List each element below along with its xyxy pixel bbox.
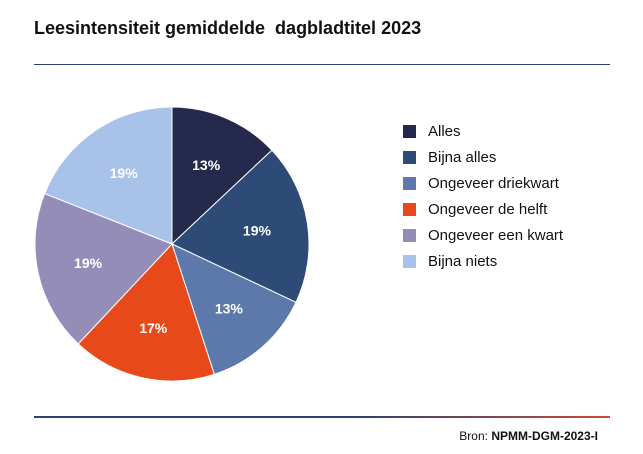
pie-chart: 13% 19% 13% 17% 19% 19%	[34, 106, 310, 382]
bottom-divider	[34, 416, 610, 418]
pie-slice-2	[171, 149, 310, 303]
pie-slice-3	[171, 243, 297, 375]
slice-label-2: 19%	[243, 223, 272, 239]
legend-swatch	[403, 254, 416, 268]
legend-label: Ongeveer een kwart	[428, 226, 564, 244]
legend-swatch	[403, 150, 416, 164]
legend-label: Bijna alles	[428, 148, 497, 166]
legend-swatch	[403, 202, 416, 216]
source-note: Bron: NPMM-DGM-2023-I	[459, 429, 598, 443]
legend-label: Bijna niets	[428, 252, 498, 270]
legend-swatch	[403, 228, 416, 242]
legend-label: Alles	[428, 122, 461, 140]
legend-item-1: Alles	[403, 118, 563, 144]
legend-swatch	[403, 176, 416, 190]
slice-label-3: 13%	[215, 301, 244, 317]
legend-label: Ongeveer driekwart	[428, 174, 559, 192]
pie-slice-1	[171, 106, 273, 246]
top-divider	[34, 64, 610, 65]
legend-item-6: Bijna niets	[403, 248, 563, 274]
legend-label: Ongeveer de helft	[428, 200, 548, 218]
legend-item-4: Ongeveer de helft	[403, 196, 563, 222]
pie-slice-6	[43, 106, 173, 245]
slice-label-5: 19%	[74, 255, 103, 271]
slice-label-1: 13%	[192, 157, 221, 173]
slice-label-6: 19%	[110, 165, 139, 181]
legend-item-5: Ongeveer een kwart	[403, 222, 563, 248]
chart-title: Leesintensiteit gemiddelde dagbladtitel …	[34, 18, 422, 38]
pie-slice-5	[34, 192, 173, 345]
pie-slice-4	[77, 243, 215, 382]
legend-swatch	[403, 124, 416, 138]
source-value: NPMM-DGM-2023-I	[491, 429, 598, 443]
legend: Alles Bijna alles Ongeveer driekwart Ongeve…	[403, 118, 563, 274]
legend-item-3: Ongeveer driekwart	[403, 170, 563, 196]
legend-item-2: Bijna alles	[403, 144, 563, 170]
slice-label-4: 17%	[139, 320, 168, 336]
source-prefix: Bron:	[459, 429, 492, 443]
